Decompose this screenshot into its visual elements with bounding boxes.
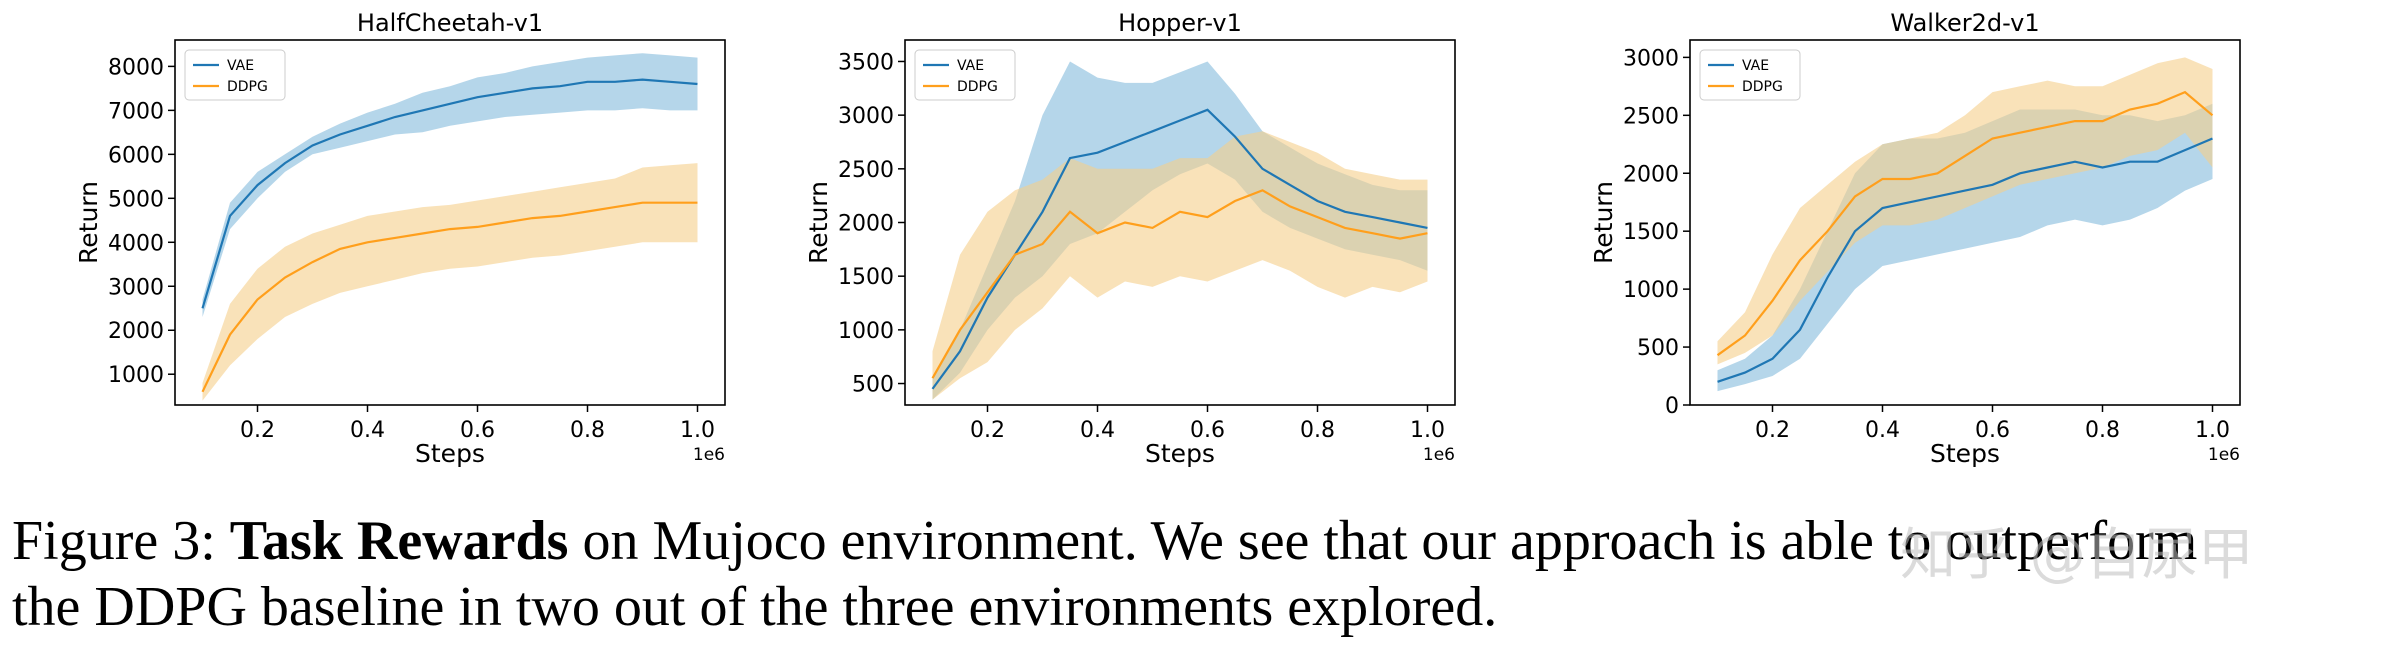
y-axis-label: Return (1589, 181, 1618, 264)
y-tick-label: 1000 (838, 319, 894, 344)
plot-frame (174, 39, 726, 406)
x-tick-label: 1.0 (1410, 418, 1445, 443)
series-line-vae (201, 78, 698, 309)
caption-label: Figure 3: (12, 510, 216, 572)
y-tick-label: 2000 (108, 319, 164, 344)
y-tick-label: 5000 (108, 187, 164, 212)
caption-line-1: Figure 3: Task Rewards on Mujoco environ… (12, 508, 2392, 574)
x-tick-label: 0.6 (460, 418, 495, 443)
y-tick-label: 8000 (108, 55, 164, 80)
y-tick-label: 2000 (1623, 162, 1679, 187)
chart-title: Walker2d-v1 (1890, 9, 2039, 37)
x-axis-label: Steps (1145, 439, 1215, 468)
y-tick-label: 1500 (838, 265, 894, 290)
caption-line-2: the DDPG baseline in two out of the thre… (12, 576, 1498, 638)
y-tick-label: 2500 (838, 158, 894, 183)
series-line-ddpg (1716, 90, 2214, 357)
legend-box (184, 49, 286, 101)
legend-label-vae: VAE (227, 58, 254, 74)
chart-title: Hopper-v1 (1118, 9, 1242, 37)
x-tick-label: 0.4 (1865, 418, 1900, 443)
x-axis-label: Steps (1930, 439, 2000, 468)
plot-frame (1689, 39, 2241, 406)
chart-panel-2: 0.2 0.4 0.6 0.8 1.0 0 500 1000 1500 2000 2500 3000 W… (1589, 9, 2241, 468)
y-tick-label: 2500 (1623, 104, 1679, 129)
band-ddpg (932, 131, 1428, 400)
x-tick-label: 0.8 (1300, 418, 1335, 443)
y-tick-label: 0 (1665, 394, 1679, 419)
chart-title: HalfCheetah-v1 (357, 9, 543, 37)
x-scale-label: 1e6 (693, 445, 725, 465)
x-scale-label: 1e6 (1423, 445, 1455, 465)
y-axis-label: Return (804, 181, 833, 264)
legend-box (1699, 49, 1801, 101)
x-tick-label: 0.2 (240, 418, 275, 443)
x-axis-label: Steps (415, 439, 485, 468)
x-scale-label: 1e6 (2208, 445, 2240, 465)
y-tick-label: 500 (852, 373, 894, 398)
figure-caption: Figure 3: Task Rewards on Mujoco environ… (12, 508, 2392, 640)
x-tick-label: 0.2 (970, 418, 1005, 443)
y-tick-label: 1000 (108, 363, 164, 388)
y-tick-label: 500 (1637, 336, 1679, 361)
caption-bold: Task Rewards (229, 510, 569, 572)
y-tick-label: 7000 (108, 99, 164, 124)
y-tick-label: 6000 (108, 143, 164, 168)
chart-panel-1: 0.2 0.4 0.6 0.8 1.0 500 1000 1500 2000 2500 3000 35… (804, 9, 1456, 468)
legend-label-ddpg: DDPG (1742, 79, 1783, 95)
x-tick-label: 0.2 (1755, 418, 1790, 443)
x-tick-label: 0.6 (1190, 418, 1225, 443)
x-tick-label: 0.8 (570, 418, 605, 443)
y-tick-label: 3000 (838, 104, 894, 129)
x-tick-label: 0.8 (2085, 418, 2120, 443)
band-ddpg (1717, 57, 2213, 365)
x-tick-label: 0.4 (350, 418, 385, 443)
y-tick-label: 1000 (1623, 278, 1679, 303)
y-tick-label: 1500 (1623, 220, 1679, 245)
y-tick-label: 4000 (108, 231, 164, 256)
chart-panel-0: 0.2 0.4 0.6 0.8 1.0 1000 2000 3000 4000 5000 6000 7… (74, 9, 726, 468)
y-tick-label: 3000 (108, 275, 164, 300)
caption-line1-rest: on Mujoco environment. We see that our a… (582, 510, 2198, 572)
x-tick-label: 0.4 (1080, 418, 1115, 443)
x-tick-label: 0.6 (1975, 418, 2010, 443)
y-tick-label: 3000 (1623, 46, 1679, 71)
x-tick-label: 1.0 (680, 418, 715, 443)
legend-label-vae: VAE (957, 58, 984, 74)
legend-label-vae: VAE (1742, 58, 1769, 74)
y-tick-label: 2000 (838, 212, 894, 237)
figure-charts: 0.2 0.4 0.6 0.8 1.01000200030004000500060007… (74, 9, 2241, 468)
y-tick-label: 3500 (838, 50, 894, 75)
x-tick-label: 1.0 (2195, 418, 2230, 443)
watermark: 知乎 @自尿甲 (1900, 523, 2254, 588)
legend-label-ddpg: DDPG (227, 79, 268, 95)
legend-label-ddpg: DDPG (957, 79, 998, 95)
band-ddpg (202, 163, 698, 401)
band-vae (932, 61, 1428, 400)
legend-box (914, 49, 1016, 101)
y-axis-label: Return (74, 181, 103, 264)
series-line-vae (1717, 137, 2213, 383)
band-vae (1717, 103, 2213, 392)
